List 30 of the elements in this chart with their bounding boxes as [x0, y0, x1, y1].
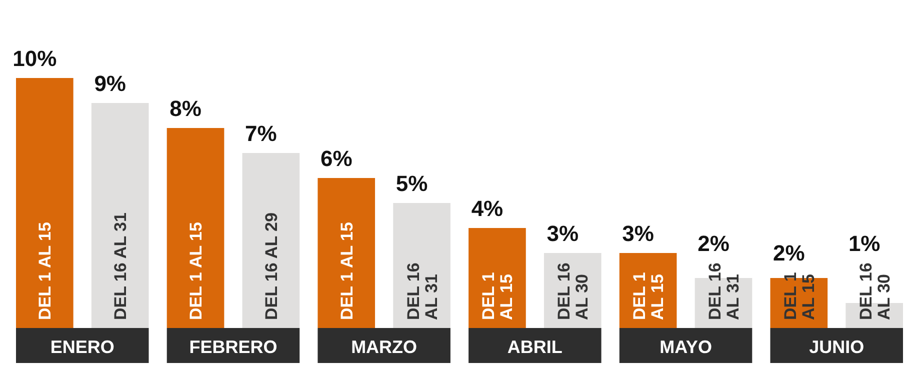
data-label: 4%	[471, 196, 504, 221]
x-tick-label: DEL 1 AL 15	[36, 222, 55, 320]
x-tick-label: DEL 16 AL 30	[554, 262, 592, 320]
data-label: 8%	[170, 96, 202, 121]
data-label: 5%	[396, 171, 428, 196]
x-tick-label: DEL 1 AL 15	[479, 272, 516, 320]
text: MARZO	[351, 337, 418, 357]
x-tick-label: DEL 1 AL 15	[337, 222, 356, 320]
x-tick-label: DEL 1 AL 15	[630, 272, 668, 320]
text: JUNIO	[809, 337, 864, 357]
data-label: 3%	[546, 221, 579, 246]
data-label: 6%	[320, 146, 352, 171]
text: FEBRERO	[189, 337, 278, 357]
x-tick-label: DEL 16 AL 31	[111, 212, 130, 320]
data-label: 3%	[622, 221, 654, 246]
x-tick-label: DEL 16 AL 31	[404, 262, 441, 320]
data-label: 7%	[245, 121, 277, 146]
data-label: 9%	[94, 71, 126, 96]
text: MAYO	[660, 337, 712, 357]
data-label: 2%	[773, 240, 805, 266]
text: ENERO	[50, 337, 114, 357]
x-tick-label: DEL 16 AL 29	[262, 212, 281, 320]
x-tick-label: DEL 16 AL 31	[705, 262, 742, 320]
data-label: 2%	[698, 230, 730, 256]
x-tick-label: DEL 16 AL 30	[856, 262, 894, 320]
x-tick-label: DEL 1 AL 15	[780, 272, 818, 320]
text: ABRIL	[507, 337, 562, 357]
x-tick-label: DEL 1 AL 15	[186, 222, 206, 320]
data-label: 10%	[12, 46, 57, 71]
data-label: 1%	[848, 230, 880, 256]
